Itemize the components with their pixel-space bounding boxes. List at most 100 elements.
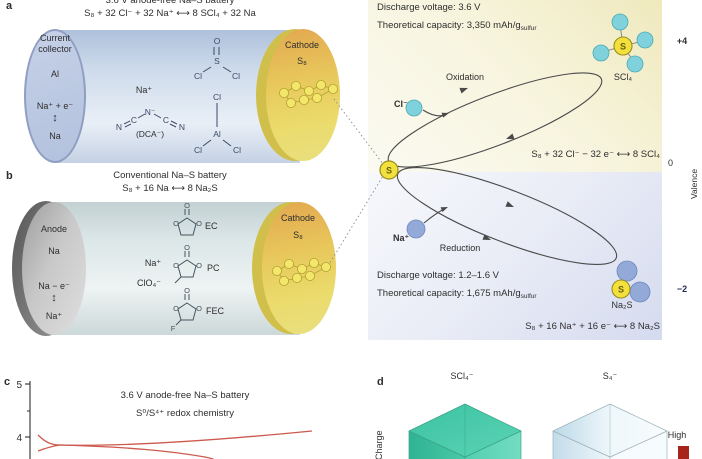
oxidation-equation: S₈ + 32 Cl⁻ − 32 e⁻ ⟷ 8 SCl₄ <box>531 149 660 160</box>
dca-n2: N <box>179 122 185 132</box>
dca-n1: N <box>116 122 122 132</box>
ion-feed-arrowheads <box>440 112 449 213</box>
valence-zero-label: 0 <box>667 158 673 168</box>
anode-face <box>22 202 86 335</box>
electrolyte-b-anion: ClO₄⁻ <box>137 278 161 288</box>
solvent-label-ec: EC <box>205 221 218 231</box>
solvent-label-fec: FEC <box>206 306 224 316</box>
panel-a-equation: S₈ + 32 Cl⁻ + 32 Na⁺ ⟷ 8 SCl₄ + 32 Na <box>84 8 256 19</box>
cycle-arrowheads <box>459 87 515 240</box>
charge-density-cube-s4 <box>552 403 668 459</box>
scl4-molecule: S <box>592 13 654 73</box>
charge-density-cube-scl4 <box>408 403 522 459</box>
fec-fluorine: F <box>171 324 176 333</box>
fec-ring-o-left: O <box>173 304 179 313</box>
na2s-sulfur-letter: S <box>618 285 624 295</box>
alcl3-cl-top: Cl <box>213 92 221 102</box>
cathode-b-name: Cathode <box>280 213 316 223</box>
fec-carbonyl-o: O <box>184 286 190 295</box>
dotted-connectors <box>327 98 384 267</box>
oxidation-process-label: Oxidation <box>445 72 485 82</box>
panel-c-title-line2: S⁰/S⁴⁺ redox chemistry <box>136 408 234 419</box>
voltage-profile-chart: 5 4 <box>16 380 313 459</box>
panel-d-label: d <box>377 376 384 388</box>
carbonate-rings: O O O O O O O O O F <box>171 201 202 333</box>
reduction-process-label: Reduction <box>439 243 481 253</box>
scl4-sulfur-letter: S <box>620 42 626 52</box>
updown-arrow-icon-b: ↕ <box>51 292 57 304</box>
reduction-capacity-sub: sulfur <box>520 293 537 300</box>
dca-molecule: N C N⁻ C N <box>116 107 185 132</box>
panel-b-equation: S₈ + 16 Na ⟷ 8 Na₂S <box>122 183 218 194</box>
cube-right-title: S₄⁻ <box>602 371 618 381</box>
panel-c-label: c <box>4 376 11 388</box>
sodium-ion-sphere <box>406 219 426 239</box>
cathode-b-species: S₈ <box>293 230 303 240</box>
panel-c-title-line1: 3.6 V anode-free Na–S battery <box>120 390 250 401</box>
oxidation-capacity-main: Theoretical capacity: 3,350 mAh/g <box>377 20 521 31</box>
reduction-cycle-ellipse <box>396 167 618 265</box>
alcl3-cl-right: Cl <box>233 145 241 155</box>
chloride-ion-sphere <box>405 99 423 117</box>
pc-carbonyl-o: O <box>184 243 190 252</box>
collector-line1: Current <box>39 33 70 43</box>
dca-c1: C <box>131 115 137 125</box>
na2s-product-label: Na₂S <box>611 300 633 310</box>
cube-left-title: SCl₄⁻ <box>450 371 474 381</box>
alcl3-molecule: Cl Al Cl Cl <box>194 92 241 155</box>
central-sulfur-letter: S <box>386 166 392 176</box>
collector-material: Al <box>50 69 59 79</box>
fec-ring-o-right: O <box>196 304 202 313</box>
s8-ring-cathode-b <box>271 257 331 286</box>
collector-half-reaction-top: Na⁺ + e⁻ <box>36 101 74 111</box>
collector-half-reaction-bottom: Na <box>49 131 61 141</box>
anode-half-reaction-bottom: Na⁺ <box>45 311 63 321</box>
central-sulfur-atom: S <box>379 160 399 180</box>
collector-line2: collector <box>38 44 72 54</box>
high-legend-label: High <box>667 430 687 440</box>
pc-ring-o-left: O <box>173 261 179 270</box>
valence-min-label: −2 <box>676 284 688 294</box>
socl2-cl-right: Cl <box>232 71 240 81</box>
socl2-s: S <box>214 56 220 66</box>
scl4-product-label: SCl₄ <box>613 72 633 82</box>
reduction-capacity-main: Theoretical capacity: 1,675 mAh/g <box>377 288 521 299</box>
electrolyte-b-cation: Na⁺ <box>144 258 162 268</box>
current-collector-disc <box>24 29 86 163</box>
socl2-molecule: O S Cl Cl <box>194 36 240 81</box>
cathode-a-face <box>266 29 340 161</box>
y-tick-4: 4 <box>16 433 22 444</box>
y-tick-5: 5 <box>16 380 22 391</box>
panel-b-label: b <box>6 170 13 182</box>
oxidation-discharge-voltage: Discharge voltage: 3.6 V <box>377 2 481 13</box>
chloride-ion-label: Cl⁻ <box>394 99 408 109</box>
reduction-equation: S₈ + 16 Na⁺ + 16 e⁻ ⟷ 8 Na₂S <box>525 321 660 332</box>
oxidation-capacity: Theoretical capacity: 3,350 mAh/gsulfur <box>377 20 537 32</box>
anode-half-reaction-top: Na − e⁻ <box>38 281 70 291</box>
panel-a-title: 3.6 V anode-free Na–S battery <box>105 0 235 6</box>
panel-a-label: a <box>6 0 13 12</box>
alcl3-cl-left: Cl <box>194 145 202 155</box>
s8-ring-cathode-a <box>278 80 338 109</box>
anode-name: Anode <box>40 224 68 234</box>
pc-ring-o-right: O <box>196 261 202 270</box>
charge-axis-label: Charge <box>374 430 384 459</box>
solvent-label-pc: PC <box>207 263 220 273</box>
valence-max-label: +4 <box>676 36 688 46</box>
electrolyte-a-cation: Na⁺ <box>135 85 153 95</box>
cathode-a-species: S₈ <box>297 56 307 66</box>
panel-b-title: Conventional Na–S battery <box>113 170 227 181</box>
reduction-discharge-voltage: Discharge voltage: 1.2–1.6 V <box>377 270 499 281</box>
dca-c2: C <box>163 115 169 125</box>
updown-arrow-icon: ↕ <box>52 112 58 124</box>
dca-n-center: N⁻ <box>145 107 156 117</box>
reduction-capacity: Theoretical capacity: 1,675 mAh/gsulfur <box>377 288 537 300</box>
socl2-cl-left: Cl <box>194 71 202 81</box>
ec-ring-o-left: O <box>173 219 179 228</box>
sodium-ion-label: Na⁺ <box>393 233 410 243</box>
ec-ring-o-right: O <box>196 219 202 228</box>
cathode-a-name: Cathode <box>284 40 320 50</box>
oxidation-capacity-sub: sulfur <box>520 25 537 32</box>
